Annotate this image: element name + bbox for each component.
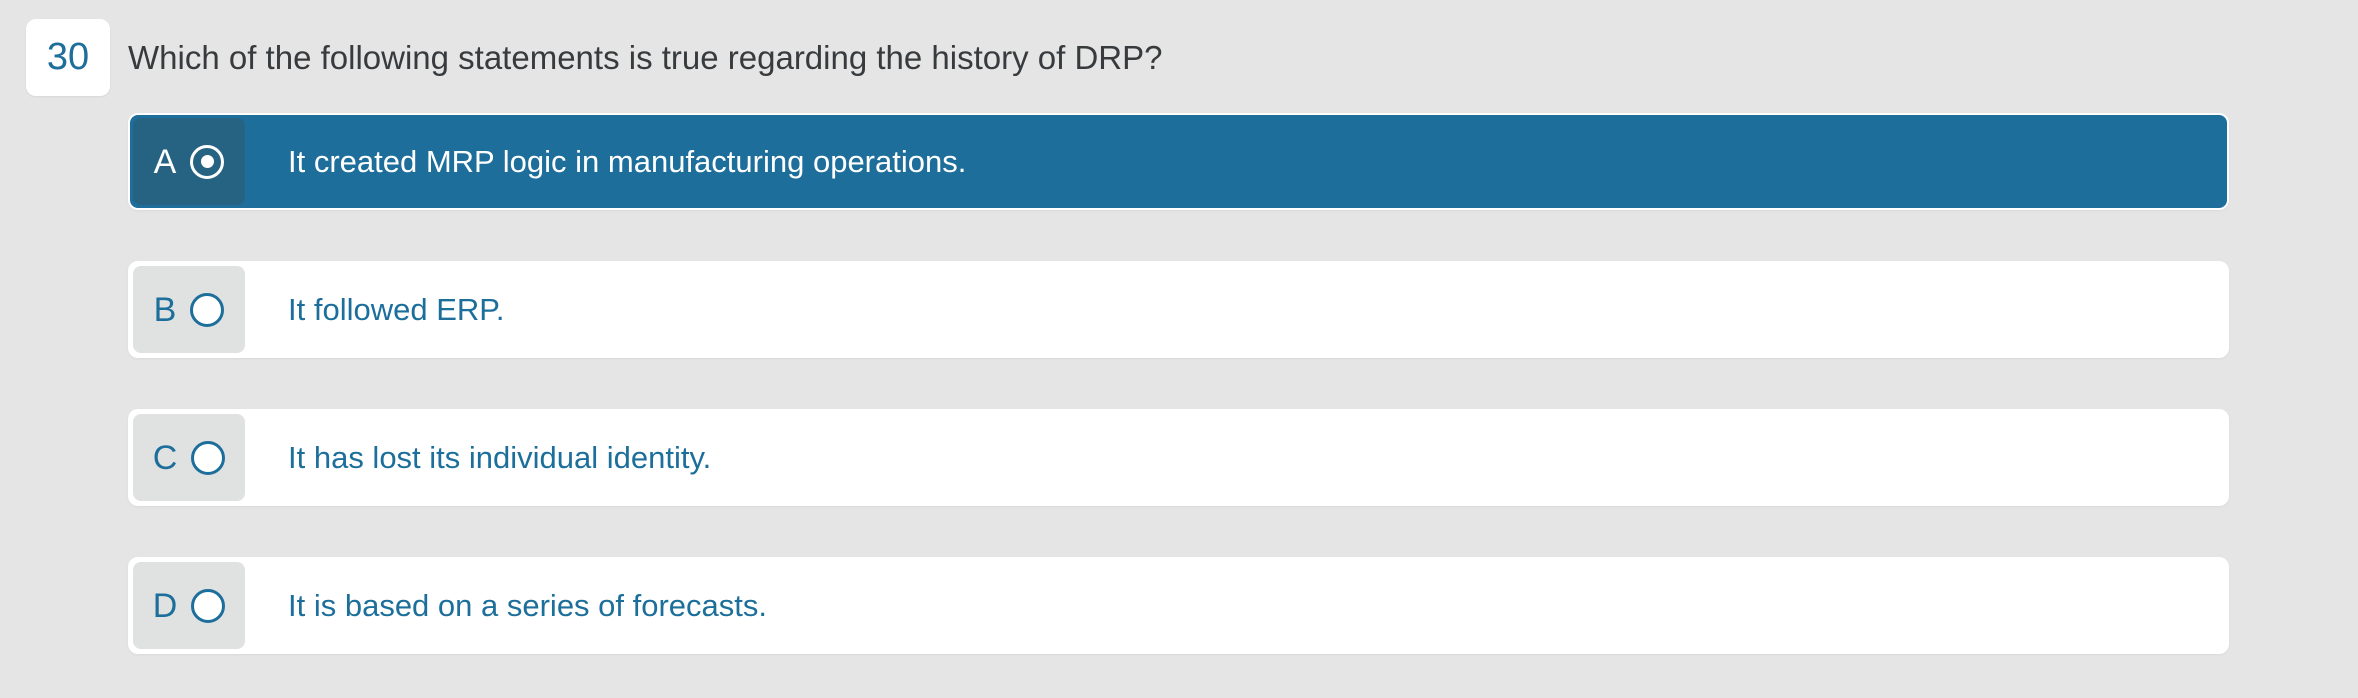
option-letter-box[interactable]: B xyxy=(133,266,245,353)
option-letter: C xyxy=(152,438,178,477)
radio-unselected-icon[interactable] xyxy=(191,440,226,475)
option-text: It followed ERP. xyxy=(288,291,505,327)
answer-option-row[interactable]: B It followed ERP. xyxy=(128,261,2229,358)
option-letter: D xyxy=(152,586,178,625)
option-text: It created MRP logic in manufacturing op… xyxy=(288,143,967,179)
option-letter: B xyxy=(153,290,177,329)
options-list: A It created MRP logic in manufacturing … xyxy=(128,113,2229,654)
radio-selected-icon[interactable] xyxy=(190,144,225,179)
option-letter-box[interactable]: C xyxy=(133,414,245,501)
answer-option-row[interactable]: A It created MRP logic in manufacturing … xyxy=(128,113,2229,210)
option-text: It is based on a series of forecasts. xyxy=(288,587,768,623)
question-text: Which of the following statements is tru… xyxy=(128,38,1163,76)
option-letter-box[interactable]: A xyxy=(133,118,245,205)
option-letter: A xyxy=(153,142,177,181)
question-number-badge: 30 xyxy=(26,19,110,96)
answer-option-row[interactable]: C It has lost its individual identity. xyxy=(128,409,2229,506)
answer-option-row[interactable]: D It is based on a series of forecasts. xyxy=(128,557,2229,654)
option-text: It has lost its individual identity. xyxy=(288,439,712,475)
question-header: 30 Which of the following statements is … xyxy=(26,19,1163,96)
question-number: 30 xyxy=(46,36,90,78)
option-letter-box[interactable]: D xyxy=(133,562,245,649)
radio-unselected-icon[interactable] xyxy=(191,588,226,623)
radio-unselected-icon[interactable] xyxy=(190,292,225,327)
